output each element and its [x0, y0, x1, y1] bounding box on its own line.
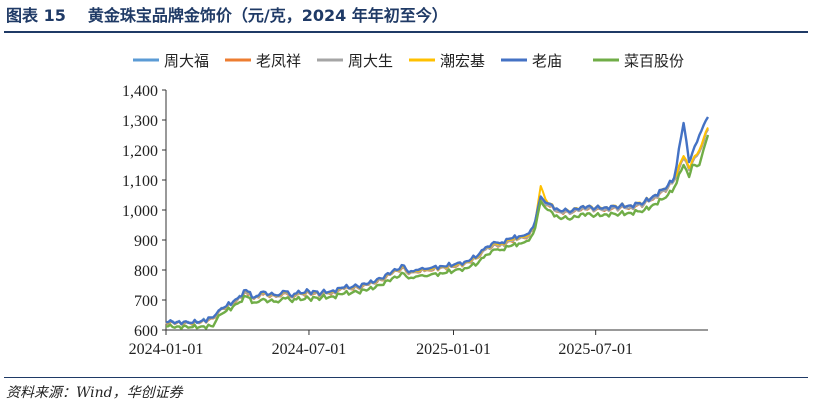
price-line-chart: 周大福 老凤祥 周大生 潮宏基 老庙 菜百股份 600 700 800 900 1,000 1,10… — [122, 52, 710, 358]
series-layer — [165, 116, 710, 330]
y-tick-label: 1,000 — [122, 203, 158, 220]
figure-label: 图表 15 — [6, 6, 66, 25]
y-tick-label: 1,200 — [122, 143, 158, 160]
source-note: 资料来源：Wind，华创证券 — [6, 385, 183, 401]
y-tick-label: 1,100 — [122, 173, 158, 190]
legend-label: 菜百股份 — [624, 52, 684, 70]
x-axis: 2024-01-01 2024-07-01 2025-01-01 2025-07-01 — [129, 329, 708, 358]
legend-label: 老凤祥 — [256, 52, 301, 70]
figure-title-text: 黄金珠宝品牌金饰价（元/克，2024 年年初至今） — [87, 6, 448, 25]
y-tick-label: 800 — [134, 263, 158, 280]
source-rule — [4, 377, 808, 378]
y-tick-label: 900 — [134, 233, 158, 250]
title-rule — [4, 31, 808, 33]
chart-legend: 周大福 老凤祥 周大生 潮宏基 老庙 菜百股份 — [133, 52, 684, 70]
x-tick-label: 2025-01-01 — [416, 341, 491, 358]
y-axis: 600 700 800 900 1,000 1,100 1,200 1,300 1,400 — [122, 83, 167, 340]
figure-title: 图表 15 黄金珠宝品牌金饰价（元/克，2024 年年初至今） — [6, 4, 448, 28]
legend-label: 潮宏基 — [440, 52, 485, 70]
series-line-6 — [165, 134, 710, 330]
legend-label: 老庙 — [532, 52, 562, 70]
legend-label: 周大生 — [348, 52, 393, 70]
y-tick-label: 1,300 — [122, 113, 158, 130]
x-tick-label: 2025-07-01 — [558, 341, 633, 358]
x-tick-label: 2024-07-01 — [272, 341, 347, 358]
y-tick-label: 1,400 — [122, 83, 158, 100]
y-tick-label: 600 — [134, 323, 158, 340]
series-line-5 — [165, 116, 710, 326]
x-tick-label: 2024-01-01 — [129, 341, 204, 358]
y-tick-label: 700 — [134, 293, 158, 310]
legend-label: 周大福 — [164, 52, 209, 70]
